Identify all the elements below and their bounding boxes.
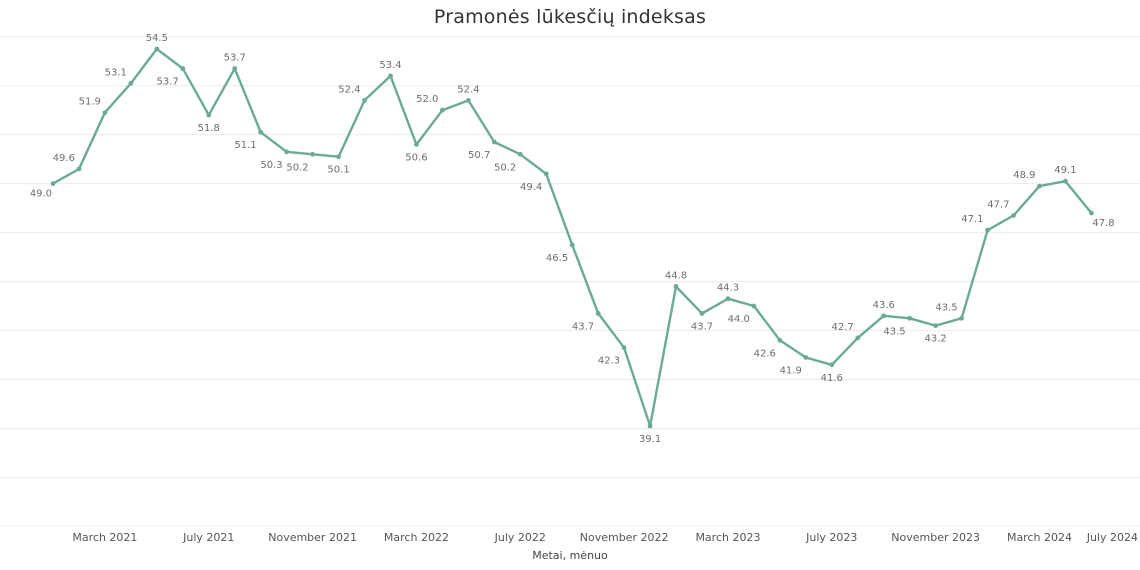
x-tick-label: July 2021 — [182, 531, 234, 544]
data-point — [258, 129, 264, 135]
data-label: 50.2 — [494, 162, 516, 173]
data-label: 53.7 — [224, 53, 246, 64]
data-point — [751, 303, 757, 309]
data-label: 49.1 — [1054, 165, 1076, 176]
data-label: 50.7 — [468, 150, 490, 161]
data-point — [907, 315, 913, 321]
data-point — [647, 423, 653, 429]
data-label: 49.6 — [53, 153, 75, 164]
data-label: 51.9 — [79, 97, 101, 108]
data-label: 50.3 — [260, 160, 282, 171]
data-point — [362, 98, 367, 103]
data-label: 49.0 — [30, 189, 52, 200]
data-point — [50, 181, 56, 187]
data-label: 50.2 — [286, 162, 308, 173]
data-point — [699, 310, 705, 316]
x-tick-label: March 2023 — [695, 531, 760, 544]
x-tick-label: March 2021 — [72, 531, 137, 544]
x-tick-label: November 2021 — [268, 531, 357, 544]
data-label: 53.4 — [379, 60, 401, 71]
data-label: 52.4 — [338, 84, 360, 95]
data-label: 44.8 — [665, 270, 687, 281]
data-label: 44.0 — [728, 314, 750, 325]
data-point — [310, 151, 315, 157]
data-point — [1037, 183, 1042, 189]
data-label: 43.7 — [572, 321, 594, 332]
data-point — [1063, 178, 1068, 184]
data-point — [725, 296, 731, 302]
data-label: 43.5 — [883, 326, 905, 337]
data-point — [284, 149, 290, 155]
data-point — [673, 284, 679, 289]
x-axis-title: Metai, mėnuo — [532, 549, 608, 562]
series-line — [51, 47, 1093, 428]
data-point — [1011, 213, 1016, 218]
data-label: 50.6 — [405, 152, 427, 163]
data-label: 43.5 — [935, 302, 957, 313]
data-point — [621, 345, 627, 351]
chart-title: Pramonės lūkesčių indeksas — [433, 6, 707, 28]
data-point — [595, 310, 601, 316]
data-point — [440, 107, 445, 113]
data-point — [985, 227, 990, 233]
data-label: 47.1 — [961, 214, 983, 225]
data-label: 49.4 — [520, 182, 542, 193]
data-point — [128, 80, 134, 86]
data-point — [232, 66, 238, 71]
data-label: 47.7 — [987, 199, 1009, 210]
data-point — [180, 66, 186, 71]
data-label: 42.7 — [831, 322, 853, 333]
data-label: 53.1 — [105, 67, 127, 78]
x-tick-label: March 2022 — [384, 531, 449, 544]
data-point — [76, 166, 82, 172]
data-label: 44.3 — [717, 283, 739, 294]
data-point — [1089, 210, 1094, 216]
data-label: 52.0 — [416, 94, 438, 105]
data-point — [491, 139, 497, 145]
data-point — [388, 73, 393, 79]
data-label: 51.8 — [198, 123, 220, 134]
data-point — [855, 335, 861, 341]
data-label: 39.1 — [639, 434, 661, 445]
data-label: 42.3 — [598, 356, 620, 367]
data-point — [829, 362, 835, 368]
data-point — [803, 355, 809, 360]
x-tick-label: July 2022 — [494, 531, 546, 544]
data-label: 46.5 — [546, 253, 568, 264]
x-tick-label: March 2024 — [1007, 531, 1072, 544]
x-tick-label: November 2022 — [580, 531, 669, 544]
data-point — [777, 337, 783, 343]
data-point — [336, 154, 341, 160]
data-label: 52.4 — [457, 84, 479, 95]
x-tick-label: November 2023 — [891, 531, 980, 544]
data-label: 43.6 — [873, 300, 895, 311]
data-label: 42.6 — [754, 348, 776, 359]
data-label: 47.8 — [1092, 218, 1114, 229]
data-label: 48.9 — [1013, 170, 1035, 181]
data-label: 41.9 — [780, 365, 802, 376]
data-label: 43.7 — [691, 321, 713, 332]
data-point — [933, 323, 939, 329]
data-label: 54.5 — [146, 33, 168, 44]
data-point — [569, 242, 575, 248]
data-point — [102, 110, 108, 116]
data-point — [881, 313, 887, 319]
data-point — [959, 315, 964, 321]
x-tick-label: July 2024 — [1086, 531, 1138, 544]
data-point — [154, 46, 160, 52]
data-point — [414, 142, 419, 147]
data-label: 51.1 — [234, 140, 256, 151]
data-point — [543, 171, 549, 177]
data-point — [465, 98, 471, 103]
data-label: 43.2 — [925, 334, 947, 345]
data-point — [206, 112, 212, 118]
x-tick-label: July 2023 — [805, 531, 857, 544]
data-label: 53.7 — [157, 77, 179, 88]
data-label: 50.1 — [327, 165, 349, 176]
data-label: 41.6 — [821, 373, 843, 384]
data-point — [517, 151, 523, 157]
